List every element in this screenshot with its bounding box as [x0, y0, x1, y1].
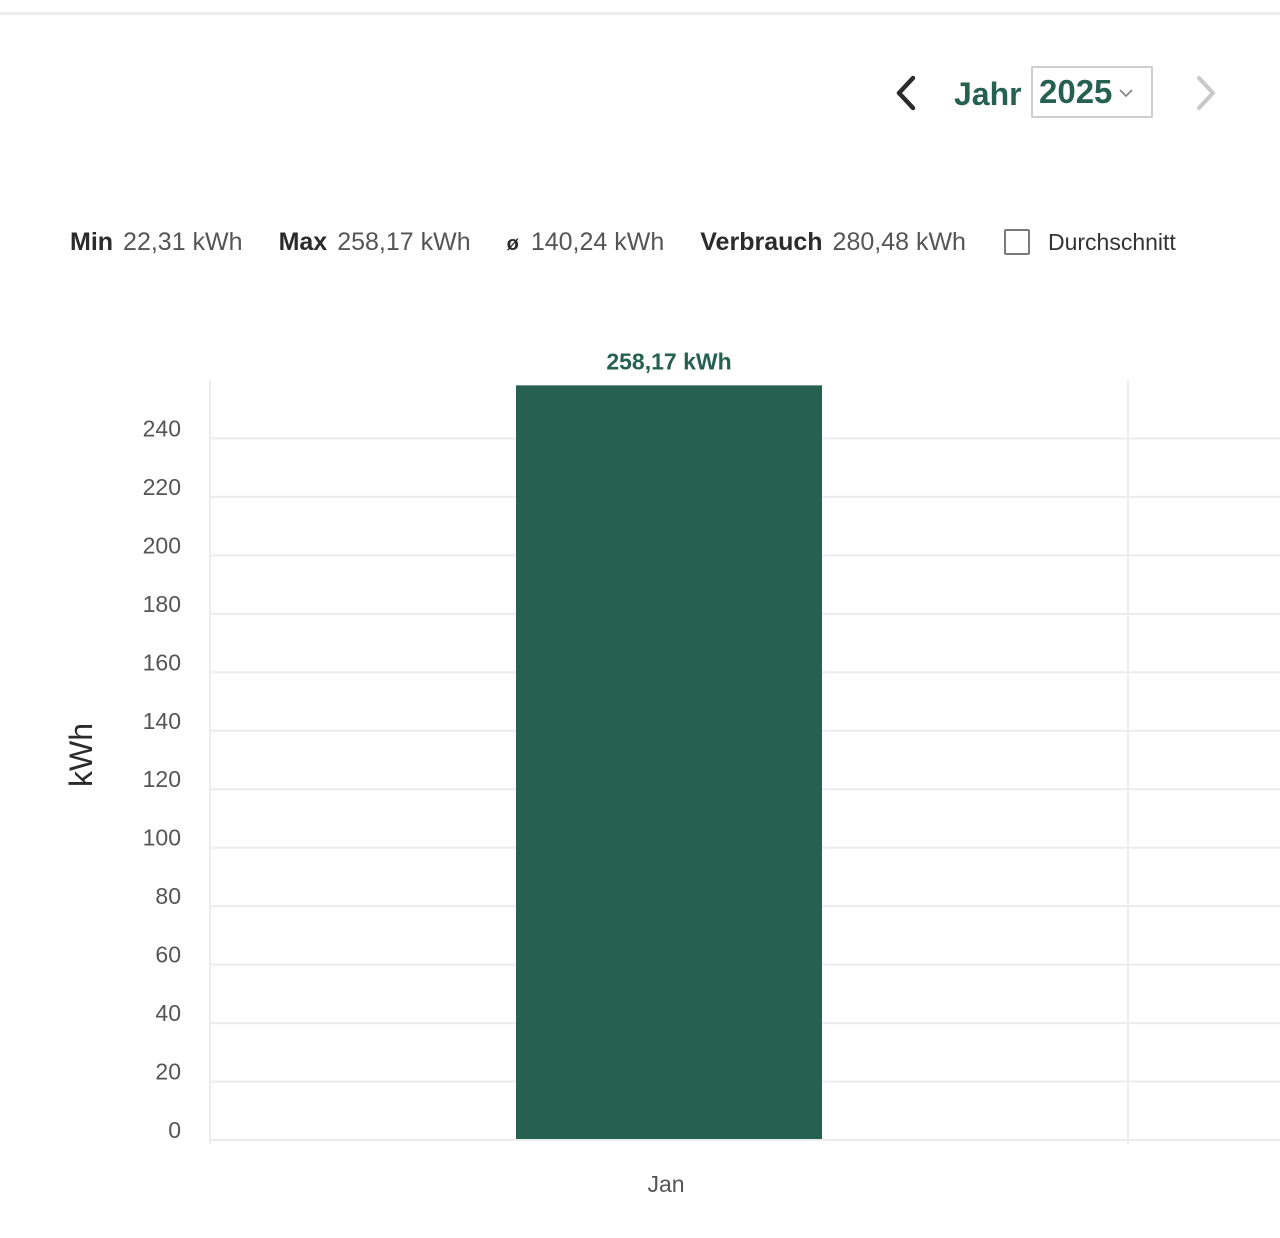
- y-tick-label: 100: [143, 825, 181, 851]
- x-tick-label: Jan: [647, 1171, 684, 1197]
- y-tick-label: 40: [155, 1000, 181, 1026]
- bar: [516, 385, 822, 1140]
- stat-consumption: Verbrauch 280,48 kWh: [700, 228, 966, 257]
- y-tick-label: 180: [143, 591, 181, 617]
- stat-average: ø 140,24 kWh: [507, 228, 665, 257]
- y-tick-label: 120: [143, 766, 181, 792]
- average-toggle[interactable]: Durchschnitt: [1003, 228, 1176, 256]
- stat-max-label: Max: [278, 227, 328, 256]
- stat-consumption-label: Verbrauch: [700, 227, 823, 256]
- stat-min-label: Min: [70, 227, 114, 256]
- stat-min-value: 22,31 kWh: [123, 227, 243, 256]
- chevron-left-icon: [896, 75, 916, 111]
- previous-period-button[interactable]: [890, 74, 922, 112]
- y-tick-label: 160: [143, 649, 181, 675]
- y-tick-label: 200: [143, 532, 181, 558]
- y-tick-label: 80: [155, 883, 181, 909]
- year-value: 2025: [1039, 73, 1113, 110]
- chevron-down-icon: [1119, 89, 1134, 98]
- stat-min: Min 22,31 kWh: [70, 228, 243, 257]
- y-tick-label: 0: [168, 1117, 181, 1143]
- period-navigation: Jahr 2025: [890, 66, 1230, 120]
- stat-max: Max 258,17 kWh: [279, 228, 471, 257]
- stat-max-value: 258,17 kWh: [337, 227, 471, 256]
- average-symbol: ø: [506, 232, 519, 255]
- stat-average-value: 140,24 kWh: [530, 227, 665, 256]
- y-axis-title: kWh: [63, 723, 99, 787]
- period-label: Jahr: [954, 76, 1022, 112]
- y-tick-label: 220: [143, 474, 181, 500]
- average-checkbox[interactable]: [1003, 229, 1030, 255]
- consumption-chart: 0 20 40 60 80 100 120 140 160 180 200 220 240 kWh 258,…: [63, 348, 1280, 1197]
- bar-value-label: 258,17 kWh: [606, 348, 731, 374]
- average-toggle-label: Durchschnitt: [1047, 228, 1176, 255]
- y-tick-label: 60: [155, 942, 181, 968]
- y-tick-label: 140: [143, 708, 181, 734]
- chevron-right-icon: [1197, 76, 1215, 110]
- stats-bar: Min 22,31 kWh Max 258,17 kWh ø 140,24 kW…: [70, 222, 1176, 262]
- y-tick-label: 240: [143, 415, 181, 441]
- next-period-button[interactable]: [1190, 74, 1222, 112]
- stat-consumption-value: 280,48 kWh: [832, 227, 966, 256]
- year-select[interactable]: 2025: [1031, 66, 1153, 118]
- top-divider: [0, 12, 1280, 15]
- y-tick-label: 20: [155, 1059, 181, 1085]
